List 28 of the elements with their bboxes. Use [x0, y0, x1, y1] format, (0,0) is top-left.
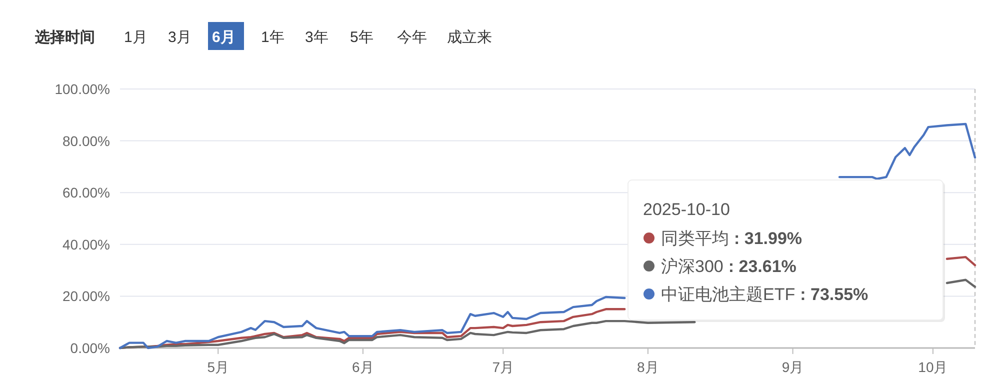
x-tick-label: 10月 [918, 359, 948, 375]
x-tick-label: 7月 [492, 359, 514, 375]
legend-label: 沪深300 [661, 257, 724, 276]
y-tick-label: 80.00% [62, 132, 110, 149]
y-tick-label: 0.00% [70, 340, 110, 356]
text: 6月 [212, 29, 236, 46]
text: 3年 [305, 29, 328, 46]
annotation: : 31.99% [734, 229, 802, 248]
y-tick-label: 40.00% [62, 236, 110, 252]
text: 5年 [350, 29, 374, 46]
text: 选择时间 [34, 29, 95, 46]
text: 3月 [168, 29, 192, 46]
y-tick-label: 60.00% [62, 184, 110, 201]
x-tick-label: 5月 [207, 359, 230, 375]
annotation: : 23.61% [728, 257, 796, 276]
annotation: : 73.55% [800, 285, 868, 304]
legend-label: 中证电池主题ETF [661, 285, 796, 304]
y-tick-label: 20.00% [62, 288, 110, 304]
legend-label: 同类平均 [661, 229, 729, 248]
x-tick-label: 9月 [782, 359, 804, 375]
text: 今年 [397, 29, 427, 46]
y-tick-label: 100.00% [54, 81, 110, 97]
annotation: 2025-10-10 [643, 200, 730, 219]
text: 成立来 [447, 29, 492, 46]
text: 1年 [261, 29, 284, 46]
text: 1月 [124, 29, 148, 46]
x-tick-label: 6月 [352, 359, 374, 375]
x-tick-label: 8月 [637, 359, 659, 375]
